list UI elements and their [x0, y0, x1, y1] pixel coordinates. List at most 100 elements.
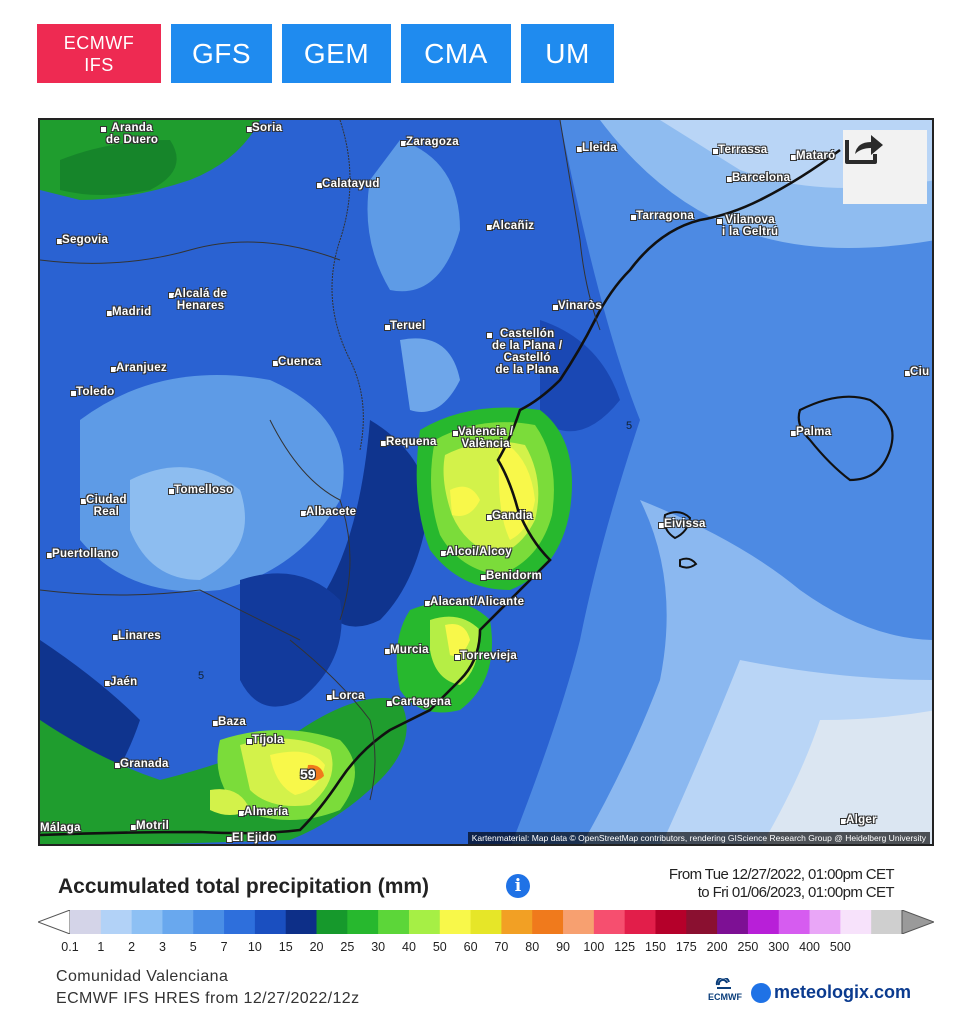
city-marker [100, 126, 107, 133]
city-marker [246, 126, 253, 133]
scale-swatch [193, 910, 225, 934]
city-label: Aranda de Duero [106, 122, 159, 146]
scale-swatch [378, 910, 410, 934]
city-label: Lorca [332, 690, 365, 702]
city-marker [486, 332, 493, 339]
city-label: Málaga [40, 822, 81, 834]
ecmwf-label: ECMWF [708, 992, 742, 1002]
scale-tick-label: 2 [128, 940, 136, 954]
city-marker [658, 522, 665, 529]
city-label: Barcelona [732, 172, 791, 184]
city-marker [454, 654, 461, 661]
city-label: Ciudad Real [86, 494, 127, 518]
tab-gem[interactable]: GEM [282, 24, 391, 83]
city-marker [130, 824, 137, 831]
city-label: Terrassa [718, 144, 768, 156]
city-label: Ciu [910, 366, 930, 378]
scale-swatch [254, 910, 287, 934]
color-scale [36, 909, 936, 935]
city-label: Alcalá de Henares [174, 288, 228, 312]
scale-tick-label: 500 [829, 940, 851, 954]
city-marker [272, 360, 279, 367]
city-marker [424, 600, 431, 607]
city-marker [104, 680, 111, 687]
region-label: Comunidad Valenciana [56, 968, 229, 985]
city-marker [168, 488, 175, 495]
model-run-label: ECMWF IFS HRES from 12/27/2022/12z [56, 990, 360, 1007]
contour-label: 5 [198, 670, 205, 682]
city-label: Linares [118, 630, 162, 642]
scale-tick-label: 60 [463, 940, 478, 954]
precipitation-map[interactable]: Aranda de Duero Soria Zaragoza Lleida Te… [38, 118, 934, 846]
tab-ecmwf-ifs[interactable]: ECMWF IFS [37, 24, 161, 83]
city-label: Motril [136, 820, 170, 832]
city-marker [400, 140, 407, 147]
city-label: Puertollano [52, 548, 119, 560]
city-marker [790, 430, 797, 437]
city-marker [212, 720, 219, 727]
city-label: Cartagena [392, 696, 451, 708]
city-marker [790, 154, 797, 161]
scale-swatch [316, 910, 348, 934]
scale-swatch [100, 910, 133, 934]
city-label: Calatayud [322, 178, 380, 190]
city-marker [110, 366, 117, 373]
city-marker [238, 810, 245, 817]
contour-label: 5 [626, 420, 633, 432]
scale-swatch [563, 910, 595, 934]
scale-tick-label: 200 [706, 940, 728, 954]
city-label: Segovia [62, 234, 109, 246]
forecast-period: From Tue 12/27/2022, 01:00pm CET to Fri … [668, 866, 895, 902]
scale-swatch [871, 910, 903, 934]
scale-swatch [285, 910, 318, 934]
tab-gfs[interactable]: GFS [171, 24, 272, 83]
scale-tick-label: 150 [645, 940, 666, 954]
scale-swatch [593, 910, 626, 934]
share-button[interactable] [843, 130, 927, 204]
scale-tick-label: 175 [675, 940, 697, 954]
city-marker [712, 148, 719, 155]
scale-swatch [747, 910, 780, 934]
city-label: Baza [218, 716, 247, 728]
city-marker [552, 304, 559, 311]
scale-swatch [501, 910, 533, 934]
city-label: Murcia [390, 644, 429, 656]
city-label: Alcañiz [492, 220, 535, 232]
city-marker [486, 224, 493, 231]
scale-tick-label: 40 [402, 940, 416, 954]
scale-bar-svg [36, 909, 936, 935]
city-marker [70, 390, 77, 397]
period-start: From Tue 12/27/2022, 01:00pm CET [668, 866, 895, 883]
brand-logo[interactable]: meteologix.com [774, 982, 912, 1002]
scale-swatch [347, 910, 379, 934]
ecmwf-logo-mark [715, 978, 731, 989]
city-marker [716, 218, 723, 225]
share-icon [845, 135, 883, 164]
globe-icon [751, 983, 771, 1003]
city-label: Zaragoza [406, 136, 459, 148]
city-marker [904, 370, 911, 377]
city-marker [630, 214, 637, 221]
scale-tick-label: 3 [158, 940, 166, 954]
scale-swatch [717, 910, 749, 934]
scale-tick-label: 0.1 [61, 940, 79, 954]
info-icon[interactable]: i [506, 874, 530, 898]
city-label: Albacete [306, 506, 357, 518]
city-marker [452, 430, 459, 437]
max-value-label: 59 [300, 766, 316, 782]
city-label: Eivissa [664, 518, 706, 530]
city-marker [840, 818, 847, 825]
city-label: Alger [846, 814, 877, 826]
map-fill-layer [40, 120, 932, 844]
city-label: Soria [252, 122, 283, 134]
tab-um[interactable]: UM [521, 24, 614, 83]
scale-swatch [408, 910, 441, 934]
scale-tick-label: 100 [583, 940, 605, 954]
city-marker [46, 552, 53, 559]
city-marker [80, 498, 87, 505]
tab-cma[interactable]: CMA [401, 24, 511, 83]
city-marker [112, 634, 119, 641]
scale-swatch [470, 910, 502, 934]
city-marker [114, 762, 121, 769]
period-end: to Fri 01/06/2023, 01:00pm CET [697, 884, 895, 901]
